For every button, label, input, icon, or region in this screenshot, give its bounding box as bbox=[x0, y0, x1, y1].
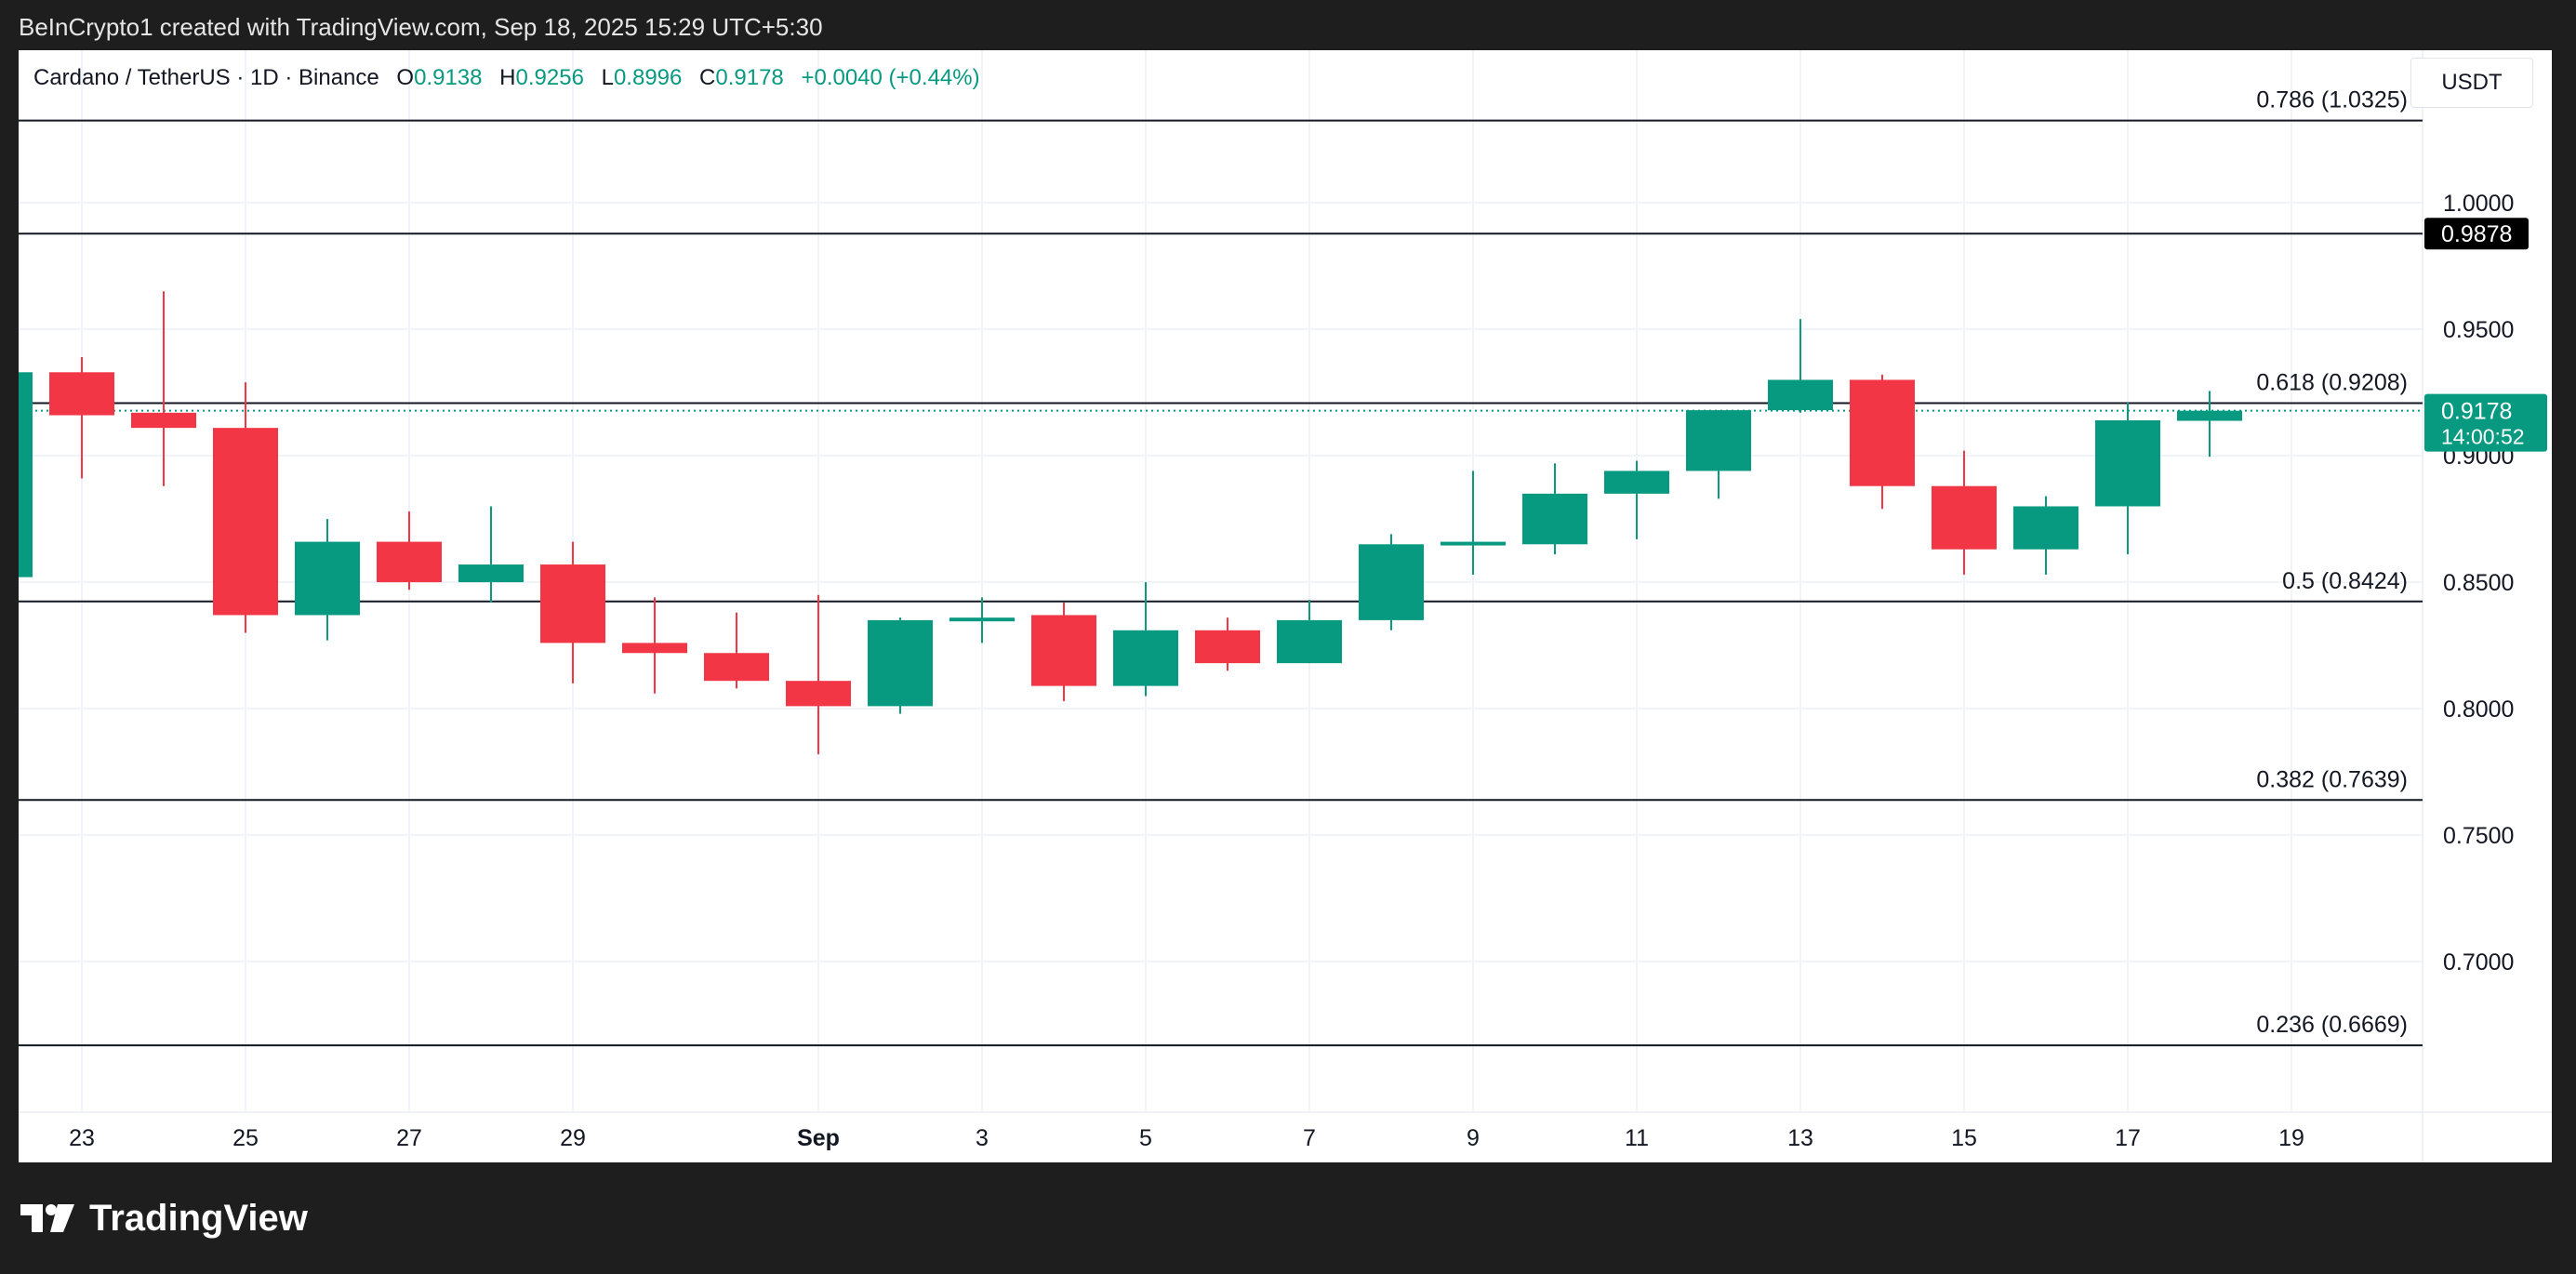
fib-level-label: 0.618 (0.9208) bbox=[2256, 369, 2408, 395]
x-tick-label: 19 bbox=[2278, 1125, 2304, 1151]
x-tick-label: Sep bbox=[797, 1125, 840, 1151]
open-value: 0.9138 bbox=[414, 65, 483, 90]
x-tick-label: 25 bbox=[232, 1125, 259, 1151]
y-tick-label: 1.0000 bbox=[2443, 191, 2514, 217]
x-tick-label: 17 bbox=[2115, 1125, 2141, 1151]
footer: TradingView bbox=[0, 1162, 2576, 1274]
x-tick-label: 15 bbox=[1951, 1125, 1977, 1151]
low-label: L bbox=[601, 65, 614, 90]
candle-body bbox=[131, 412, 196, 429]
y-tick-label: 0.7000 bbox=[2443, 949, 2514, 975]
candle-body bbox=[377, 541, 442, 583]
last-price-badge bbox=[2424, 393, 2547, 452]
candle-body bbox=[1441, 541, 1506, 546]
low-value: 0.8996 bbox=[613, 65, 683, 90]
close-label: C bbox=[699, 65, 716, 90]
candle-body bbox=[949, 617, 1015, 622]
x-tick-label: 5 bbox=[1139, 1125, 1152, 1151]
candle-body bbox=[622, 643, 687, 654]
candle-body bbox=[213, 428, 278, 616]
high-value: 0.9256 bbox=[515, 65, 584, 90]
candle-body bbox=[1031, 615, 1096, 686]
candle-body bbox=[1359, 544, 1424, 620]
x-tick-label: 27 bbox=[396, 1125, 422, 1151]
candle-body bbox=[704, 653, 769, 682]
x-tick-label: 7 bbox=[1303, 1125, 1316, 1151]
x-tick-label: 3 bbox=[976, 1125, 989, 1151]
symbol-legend: Cardano / TetherUS · 1D · Binance O0.913… bbox=[33, 65, 980, 91]
currency-button[interactable]: USDT bbox=[2410, 58, 2533, 108]
candle-body bbox=[19, 372, 33, 577]
candle-body bbox=[540, 564, 605, 644]
candle-body bbox=[1850, 379, 1915, 486]
last-price-label: 0.9178 bbox=[2441, 399, 2512, 425]
candle-body bbox=[1604, 471, 1669, 494]
x-tick-label: 13 bbox=[1787, 1125, 1813, 1151]
price-badge bbox=[2424, 218, 2529, 250]
tradingview-logo-text: TradingView bbox=[89, 1197, 308, 1239]
price-badge-label: 0.9878 bbox=[2441, 221, 2512, 247]
candle-body bbox=[2095, 419, 2160, 507]
attribution-text: BeInCrypto1 created with TradingView.com… bbox=[19, 13, 823, 41]
close-value: 0.9178 bbox=[715, 65, 784, 90]
candle-body bbox=[458, 564, 524, 583]
change-value: +0.0040 (+0.44%) bbox=[801, 65, 980, 90]
candlestick-chart[interactable]: 0.786 (1.0325) 0.618 (0.9208) 0.5 (0.8424)… bbox=[19, 50, 2552, 1162]
candle-body bbox=[786, 681, 851, 707]
countdown-label: 14:00:52 bbox=[2441, 425, 2525, 449]
candle-body bbox=[2177, 410, 2242, 421]
x-tick-label: 29 bbox=[560, 1125, 586, 1151]
candle-body bbox=[1932, 485, 1997, 550]
fib-level-label: 0.786 (1.0325) bbox=[2256, 87, 2408, 113]
high-label: H bbox=[499, 65, 516, 90]
x-tick-label: 9 bbox=[1467, 1125, 1480, 1151]
y-tick-label: 0.7500 bbox=[2443, 823, 2514, 849]
attribution-bar: BeInCrypto1 created with TradingView.com… bbox=[0, 0, 2576, 50]
candle-body bbox=[49, 372, 114, 416]
candle-body bbox=[1195, 630, 1260, 664]
symbol-title: Cardano / TetherUS · 1D · Binance bbox=[33, 65, 379, 90]
candle-body bbox=[1113, 630, 1178, 686]
candle-body bbox=[2013, 506, 2078, 550]
candle-body bbox=[1686, 410, 1751, 471]
fib-level-label: 0.382 (0.7639) bbox=[2256, 766, 2408, 792]
tradingview-logo[interactable]: TradingView bbox=[20, 1198, 308, 1239]
fib-level-label: 0.5 (0.8424) bbox=[2282, 568, 2408, 594]
chart-panel[interactable]: 0.786 (1.0325) 0.618 (0.9208) 0.5 (0.8424)… bbox=[19, 50, 2552, 1162]
y-tick-label: 0.8500 bbox=[2443, 570, 2514, 596]
x-tick-label: 23 bbox=[69, 1125, 95, 1151]
y-tick-label: 0.8000 bbox=[2443, 697, 2514, 723]
candle-body bbox=[1768, 379, 1833, 411]
candle-body bbox=[1522, 493, 1587, 545]
candle-body bbox=[1277, 619, 1342, 664]
candle-body bbox=[295, 541, 360, 616]
tradingview-logo-icon bbox=[20, 1204, 74, 1232]
y-tick-label: 0.9500 bbox=[2443, 317, 2514, 343]
fib-level-label: 0.236 (0.6669) bbox=[2256, 1012, 2408, 1038]
candle-body bbox=[868, 619, 933, 707]
open-label: O bbox=[396, 65, 415, 90]
x-tick-label: 11 bbox=[1625, 1125, 1649, 1151]
